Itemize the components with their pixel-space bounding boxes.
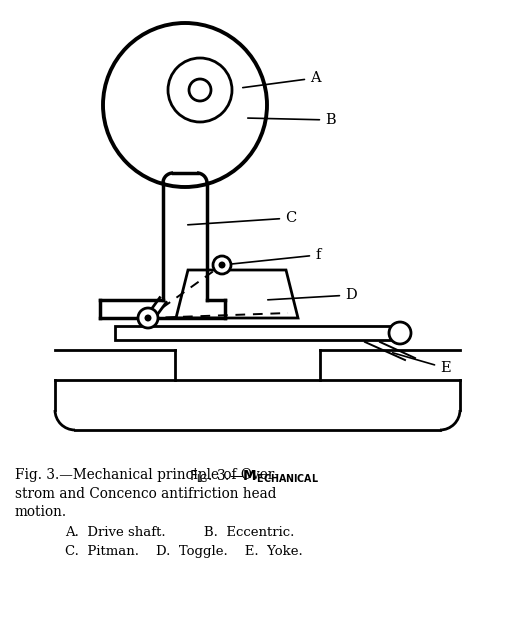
- Text: A.  Drive shaft.         B.  Eccentric.: A. Drive shaft. B. Eccentric.: [65, 526, 294, 539]
- Circle shape: [389, 322, 411, 344]
- Circle shape: [189, 79, 211, 101]
- Text: strom and Concenco antifriction head: strom and Concenco antifriction head: [15, 487, 276, 501]
- Text: D: D: [268, 288, 357, 302]
- Text: A: A: [243, 71, 321, 88]
- Circle shape: [218, 262, 226, 269]
- Text: Fig. 3.—Mechanical principle of Over-: Fig. 3.—Mechanical principle of Over-: [15, 468, 279, 482]
- Text: C.  Pitman.    D.  Toggle.    E.  Yoke.: C. Pitman. D. Toggle. E. Yoke.: [65, 545, 303, 558]
- Text: B: B: [248, 113, 336, 127]
- Text: motion.: motion.: [15, 505, 67, 519]
- Circle shape: [213, 256, 231, 274]
- Text: $\mathsf{F}_{\mathsf{IG}}$. 3.—$\mathbf{M}_{\mathbf{ECHANICAL}}$: $\mathsf{F}_{\mathsf{IG}}$. 3.—$\mathbf{…: [189, 468, 319, 485]
- Text: E: E: [393, 353, 451, 375]
- Text: C: C: [188, 211, 296, 225]
- Text: f: f: [225, 248, 321, 265]
- Circle shape: [144, 314, 151, 322]
- Circle shape: [138, 308, 158, 328]
